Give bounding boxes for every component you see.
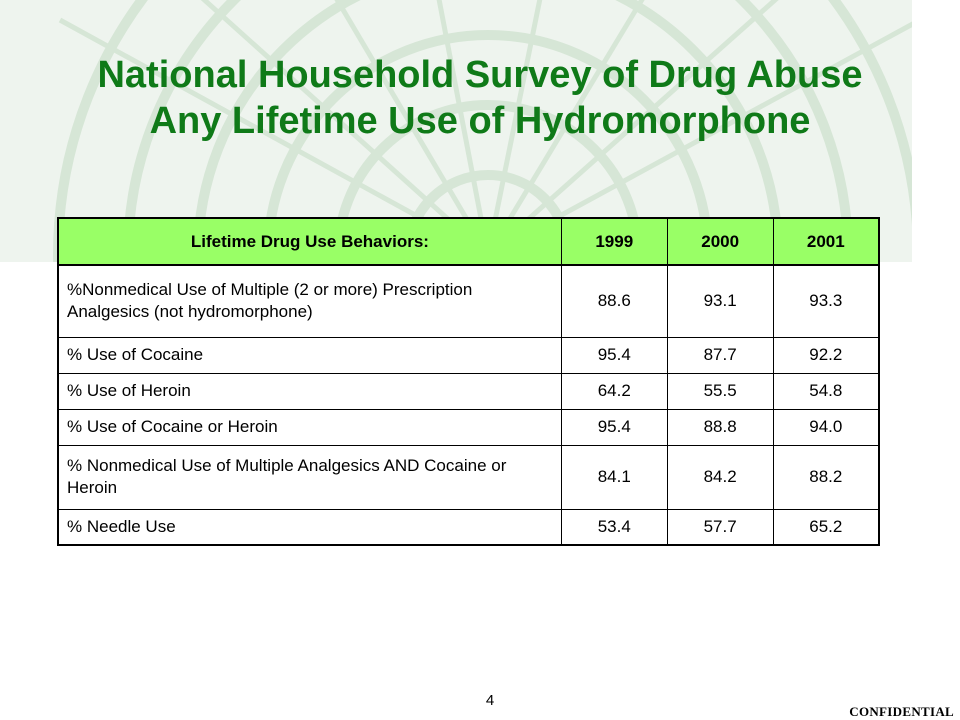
table-row: % Use of Cocaine or Heroin 95.4 88.8 94.…	[57, 408, 880, 446]
header-2001: 2001	[772, 217, 880, 266]
header-2000: 2000	[666, 217, 774, 266]
cell-value: 88.8	[666, 408, 774, 446]
row-label: % Nonmedical Use of Multiple Analgesics …	[57, 444, 562, 510]
table-row: % Needle Use 53.4 57.7 65.2	[57, 508, 880, 546]
row-label: % Use of Cocaine	[57, 336, 562, 374]
cell-value: 88.6	[560, 264, 668, 338]
header-1999: 1999	[560, 217, 668, 266]
cell-value: 94.0	[772, 408, 880, 446]
header-behaviors: Lifetime Drug Use Behaviors:	[57, 217, 562, 266]
row-label: % Needle Use	[57, 508, 562, 546]
cell-value: 53.4	[560, 508, 668, 546]
table-row: %Nonmedical Use of Multiple (2 or more) …	[57, 264, 880, 338]
title-line-1: National Household Survey of Drug Abuse	[97, 54, 863, 96]
cell-value: 54.8	[772, 372, 880, 410]
table-header-row: Lifetime Drug Use Behaviors: 1999 2000 2…	[57, 217, 880, 266]
page-number: 4	[485, 692, 495, 709]
cell-value: 84.1	[560, 444, 668, 510]
drug-use-table: Lifetime Drug Use Behaviors: 1999 2000 2…	[57, 217, 880, 546]
row-label: % Use of Heroin	[57, 372, 562, 410]
slide-title: National Household Survey of Drug Abuse …	[0, 52, 960, 144]
cell-value: 95.4	[560, 336, 668, 374]
cell-value: 93.3	[772, 264, 880, 338]
cell-value: 93.1	[666, 264, 774, 338]
title-line-2: Any Lifetime Use of Hydromorphone	[149, 100, 811, 142]
cell-value: 88.2	[772, 444, 880, 510]
cell-value: 87.7	[666, 336, 774, 374]
table-row: % Nonmedical Use of Multiple Analgesics …	[57, 444, 880, 510]
cell-value: 65.2	[772, 508, 880, 546]
cell-value: 84.2	[666, 444, 774, 510]
cell-value: 92.2	[772, 336, 880, 374]
cell-value: 55.5	[666, 372, 774, 410]
confidential-label: CONFIDENTIAL	[849, 704, 954, 719]
cell-value: 95.4	[560, 408, 668, 446]
cell-value: 64.2	[560, 372, 668, 410]
table-row: % Use of Heroin 64.2 55.5 54.8	[57, 372, 880, 410]
table-row: % Use of Cocaine 95.4 87.7 92.2	[57, 336, 880, 374]
cell-value: 57.7	[666, 508, 774, 546]
row-label: %Nonmedical Use of Multiple (2 or more) …	[57, 264, 562, 338]
row-label: % Use of Cocaine or Heroin	[57, 408, 562, 446]
